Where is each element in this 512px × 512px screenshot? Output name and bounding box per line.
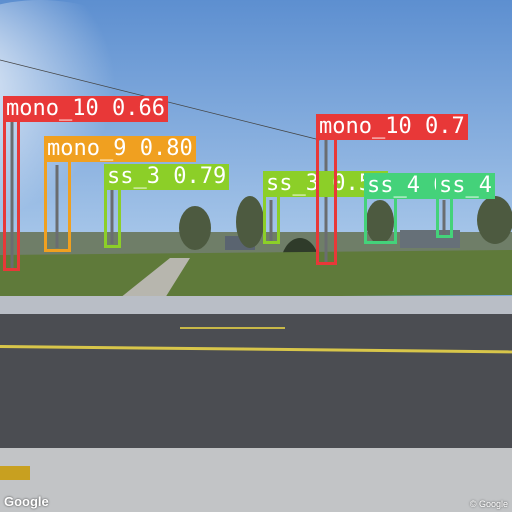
detection-mono-10-right: mono_10 0.7 [316,114,468,265]
road-lane-mark [180,327,285,329]
copyright-watermark: © Google [469,499,508,509]
detection-label: mono_10 0.66 [3,96,168,122]
google-watermark: Google [4,494,49,509]
side-path [120,258,190,298]
grass-field [0,250,512,298]
utility-poles [10,120,446,268]
road [0,314,512,449]
detection-ss-4-middle: ss_4 0.46 [364,173,490,244]
detection-label: ss_3 0.79 [104,164,230,190]
road-center-line [0,345,512,354]
concrete-barrier [0,448,512,512]
detection-mono-9: mono_9 0.80 [44,136,196,252]
detection-ss-4-right: ss_4 [436,173,495,238]
detection-label: ss_4 [436,173,495,199]
detection-ss-3-middle: ss_3 0.54 [263,171,389,244]
detection-label: mono_9 0.80 [44,136,196,162]
sidewalk [0,296,512,314]
detection-label: mono_10 0.7 [316,114,468,140]
detection-ss-3-left: ss_3 0.79 [104,164,230,248]
barrier-reflector [0,466,30,480]
detection-mono-10-left: mono_10 0.66 [3,96,168,271]
